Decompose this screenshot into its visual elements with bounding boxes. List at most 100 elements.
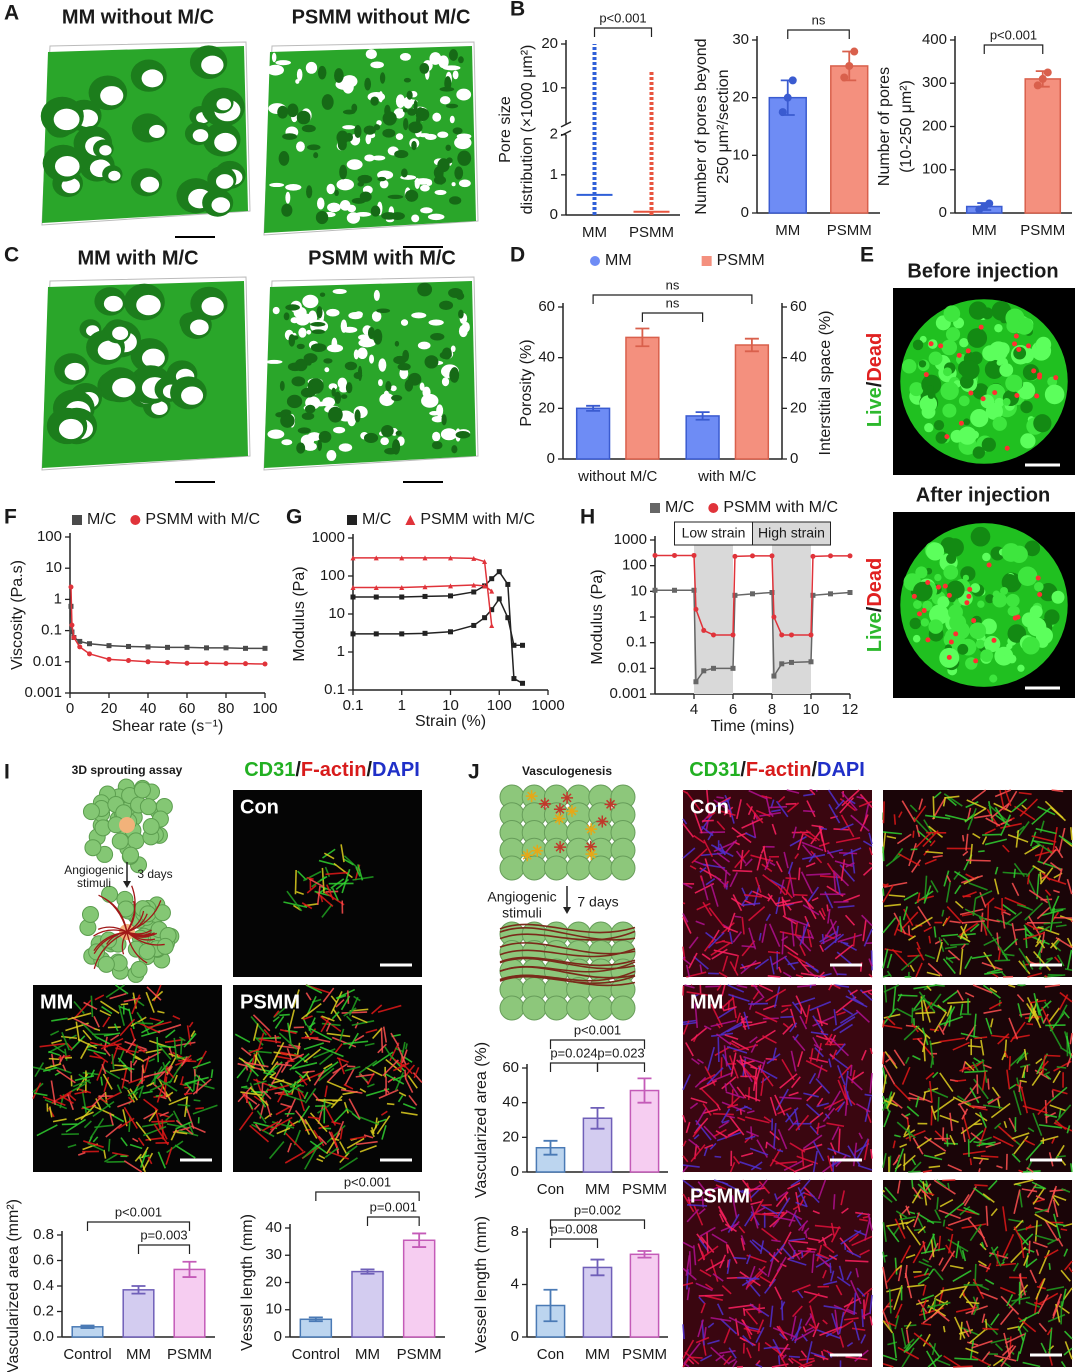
fiber bbox=[934, 984, 945, 987]
marker bbox=[448, 583, 453, 589]
fiber bbox=[844, 914, 856, 926]
cell bbox=[1044, 384, 1065, 405]
series-line bbox=[353, 584, 493, 592]
fiber bbox=[884, 1099, 899, 1107]
shade bbox=[334, 189, 339, 197]
shade bbox=[424, 355, 439, 369]
fiber bbox=[69, 1082, 87, 1094]
slash: / bbox=[864, 606, 886, 612]
fiber bbox=[768, 1252, 780, 1263]
fiber bbox=[1025, 1224, 1032, 1231]
fiber bbox=[917, 1038, 925, 1046]
fiber bbox=[837, 933, 863, 943]
pore-hole bbox=[112, 377, 136, 398]
fiber bbox=[390, 1032, 400, 1047]
shade bbox=[334, 391, 342, 404]
fiber bbox=[775, 1088, 789, 1111]
fiber bbox=[941, 1250, 956, 1272]
fiber bbox=[882, 831, 902, 835]
fiber bbox=[1001, 1233, 1015, 1258]
fiber bbox=[178, 1036, 186, 1042]
fiber bbox=[66, 1042, 73, 1050]
fiber bbox=[706, 811, 716, 819]
fiber bbox=[978, 916, 993, 937]
fiber bbox=[756, 854, 763, 871]
fiber bbox=[774, 1345, 788, 1368]
fiber bbox=[1019, 1079, 1027, 1083]
fiber bbox=[1066, 878, 1073, 895]
fiber bbox=[934, 1130, 950, 1145]
fiber bbox=[92, 1100, 115, 1118]
y-tick-label: 0 bbox=[790, 450, 798, 467]
pore-hole bbox=[211, 197, 231, 213]
fiber bbox=[822, 1243, 835, 1254]
image-caption: After injection bbox=[916, 484, 1050, 506]
fiber bbox=[1013, 1135, 1029, 1155]
fiber bbox=[843, 1084, 849, 1106]
gap bbox=[411, 214, 420, 223]
fiber bbox=[1009, 1050, 1027, 1067]
pore-hole bbox=[215, 174, 234, 189]
fiber bbox=[984, 828, 996, 835]
marker bbox=[223, 661, 229, 667]
fiber bbox=[132, 1137, 139, 1143]
cell bbox=[962, 574, 970, 581]
shade bbox=[458, 56, 464, 64]
marker bbox=[771, 614, 777, 620]
fiber bbox=[967, 807, 972, 820]
cell bbox=[994, 323, 1003, 333]
fiber bbox=[380, 1110, 388, 1116]
fiber bbox=[703, 1327, 707, 1339]
cell bbox=[924, 422, 934, 433]
fiber bbox=[732, 1360, 738, 1368]
fiber bbox=[759, 811, 781, 817]
fiber bbox=[882, 888, 885, 896]
fiber bbox=[800, 1350, 808, 1358]
cell bbox=[995, 342, 1010, 357]
fiber bbox=[348, 996, 359, 1016]
fiber bbox=[901, 800, 916, 823]
marker bbox=[106, 643, 112, 649]
fiber bbox=[816, 1122, 820, 1135]
fiber bbox=[911, 1158, 917, 1166]
cell bbox=[942, 403, 957, 418]
fiber bbox=[942, 1325, 946, 1333]
fiber bbox=[769, 956, 775, 975]
fiber bbox=[969, 1340, 975, 1359]
sprout bbox=[126, 885, 136, 933]
fiber bbox=[719, 1254, 727, 1269]
fiber bbox=[817, 1179, 827, 1200]
marker bbox=[243, 645, 248, 651]
marker bbox=[422, 630, 428, 636]
shade bbox=[439, 86, 455, 92]
fiber bbox=[143, 1071, 165, 1078]
fiber bbox=[343, 1101, 349, 1114]
fiber bbox=[692, 1125, 702, 1138]
fiber bbox=[844, 1070, 849, 1090]
x-tick-label: MM bbox=[126, 1346, 151, 1363]
fiber bbox=[45, 1062, 62, 1070]
gap bbox=[450, 345, 456, 353]
fiber bbox=[783, 851, 789, 869]
gap bbox=[370, 61, 384, 69]
fiber bbox=[912, 1137, 924, 1155]
fiber bbox=[949, 1134, 956, 1146]
fiber bbox=[292, 989, 300, 1008]
fiber bbox=[816, 1102, 829, 1108]
fiber bbox=[822, 920, 838, 941]
fiber bbox=[834, 984, 850, 988]
x-axis-label: Time (mins) bbox=[711, 718, 795, 735]
fiber bbox=[1058, 827, 1066, 853]
fiber bbox=[775, 800, 789, 818]
shade bbox=[441, 347, 452, 360]
fiber bbox=[316, 1158, 324, 1163]
fiber bbox=[891, 948, 910, 968]
significance-bracket bbox=[641, 312, 704, 322]
marker bbox=[771, 673, 777, 679]
marker bbox=[650, 503, 660, 513]
marker bbox=[145, 644, 151, 650]
fiber bbox=[319, 1046, 344, 1058]
cell bbox=[994, 397, 1005, 408]
marker bbox=[711, 665, 716, 671]
fiber bbox=[911, 916, 933, 931]
